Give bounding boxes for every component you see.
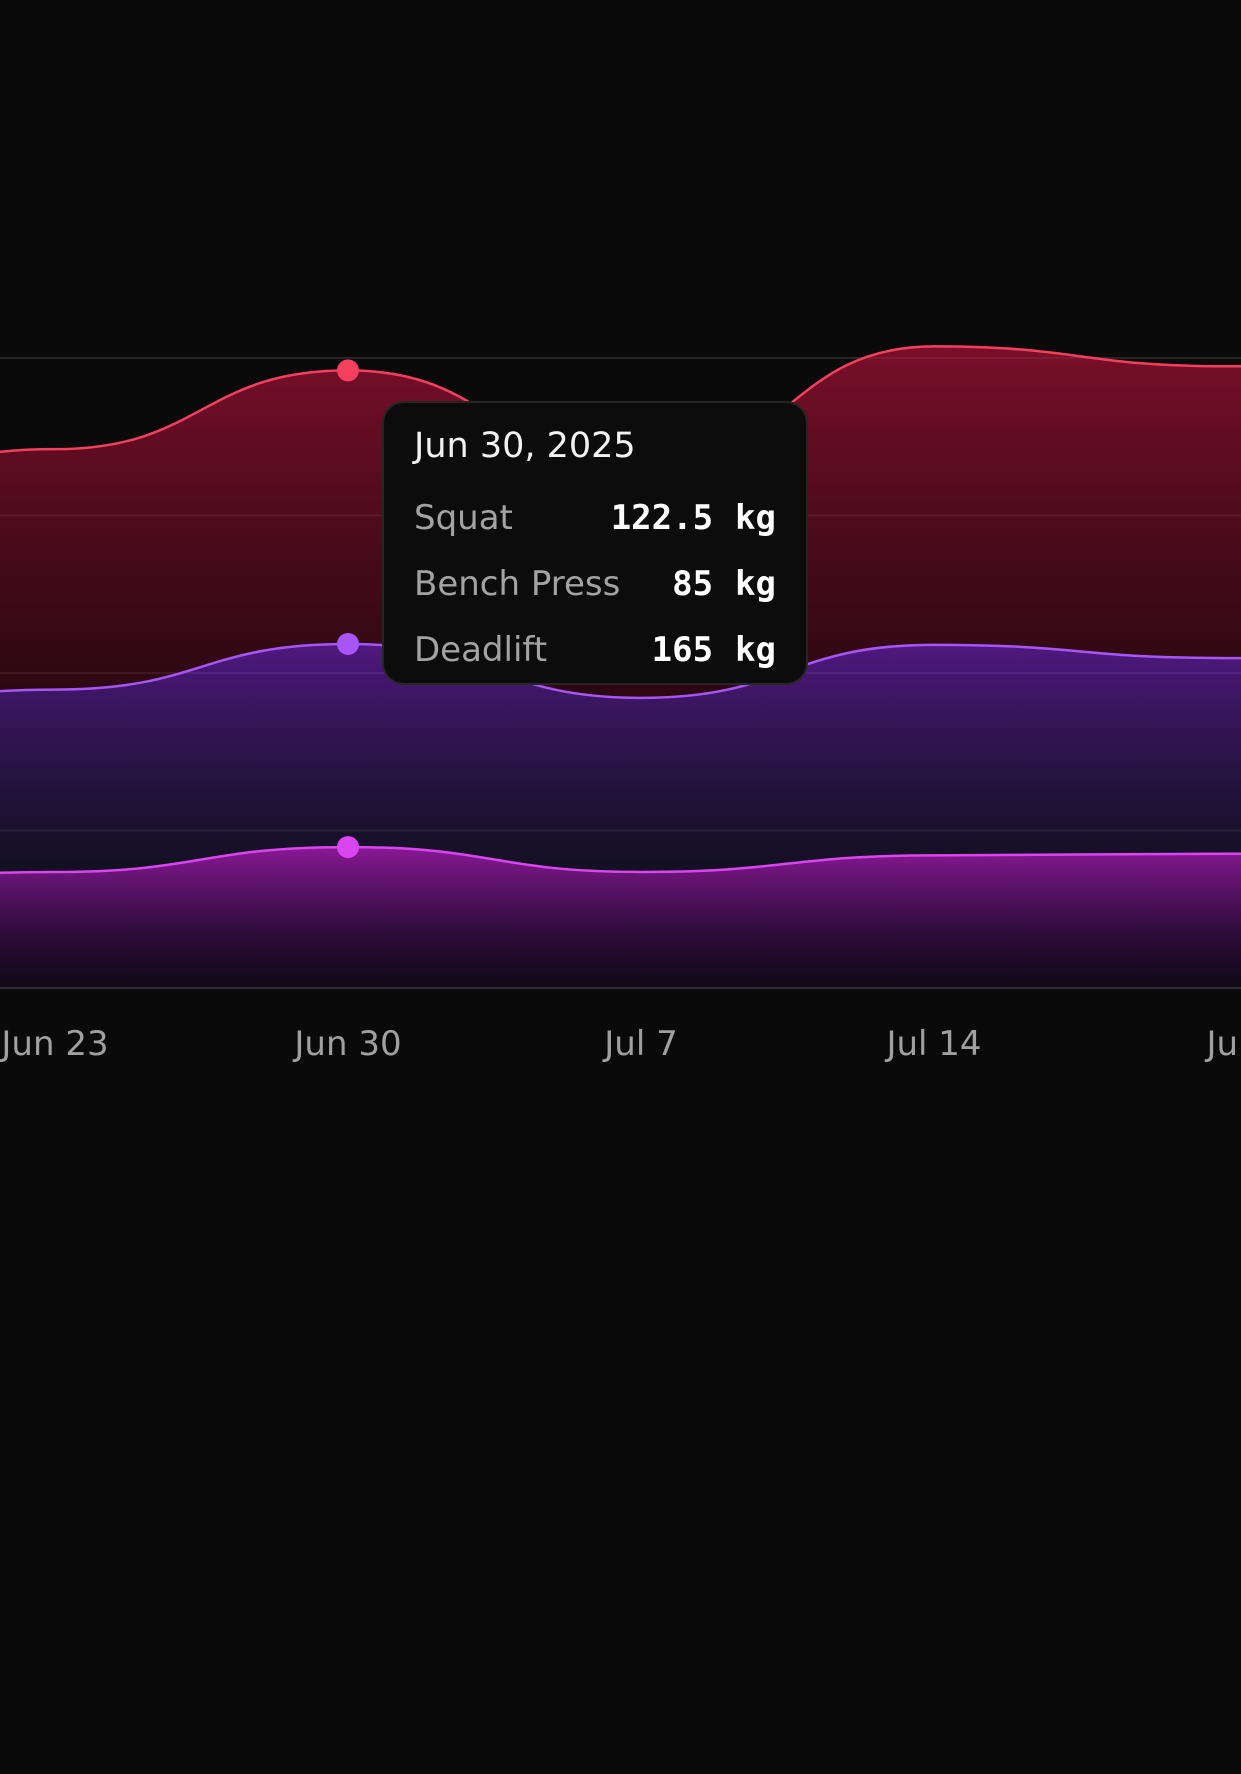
hover-point-bench-press (337, 836, 359, 859)
area-squat (0, 643, 1241, 873)
tooltip-value: 85 (672, 564, 714, 604)
x-tick-label: Jul 7 (602, 1024, 677, 1064)
tooltip-unit: kg (735, 564, 776, 604)
hover-point-squat (337, 632, 359, 655)
x-tick-label: Jun 23 (0, 1024, 109, 1064)
x-tick-label: Jun 30 (292, 1024, 401, 1064)
tooltip-value: 122.5 (610, 498, 714, 538)
tooltip-title: Jun 30, 2025 (414, 426, 636, 466)
tooltip-unit: kg (735, 498, 776, 538)
tooltip-label: Bench Press (414, 564, 621, 604)
tooltip-label: Squat (414, 498, 513, 538)
x-axis-tick-labels: Jun 23 Jun 30 Jul 7 Jul 14 Jul (0, 1024, 1241, 1064)
tooltip-row-deadlift: Deadlift 165 kg (414, 617, 776, 683)
area-bench-press (0, 847, 1241, 988)
line-squat (0, 642, 1241, 700)
hover-markers (337, 359, 359, 859)
hover-point-deadlift (337, 359, 359, 382)
chart-tooltip: Jun 30, 2025 Squat 122.5 kg Bench Press … (382, 401, 808, 685)
tooltip-unit: kg (735, 630, 776, 670)
x-tick-label: Jul (1204, 1024, 1241, 1064)
tooltip-row-bench-press: Bench Press 85 kg (414, 551, 776, 617)
line-bench-press (0, 845, 1241, 875)
tooltip-value: 165 (651, 630, 714, 670)
x-tick-label: Jul 14 (884, 1024, 981, 1064)
tooltip-label: Deadlift (414, 630, 548, 670)
tooltip-row-squat: Squat 122.5 kg (414, 485, 776, 551)
